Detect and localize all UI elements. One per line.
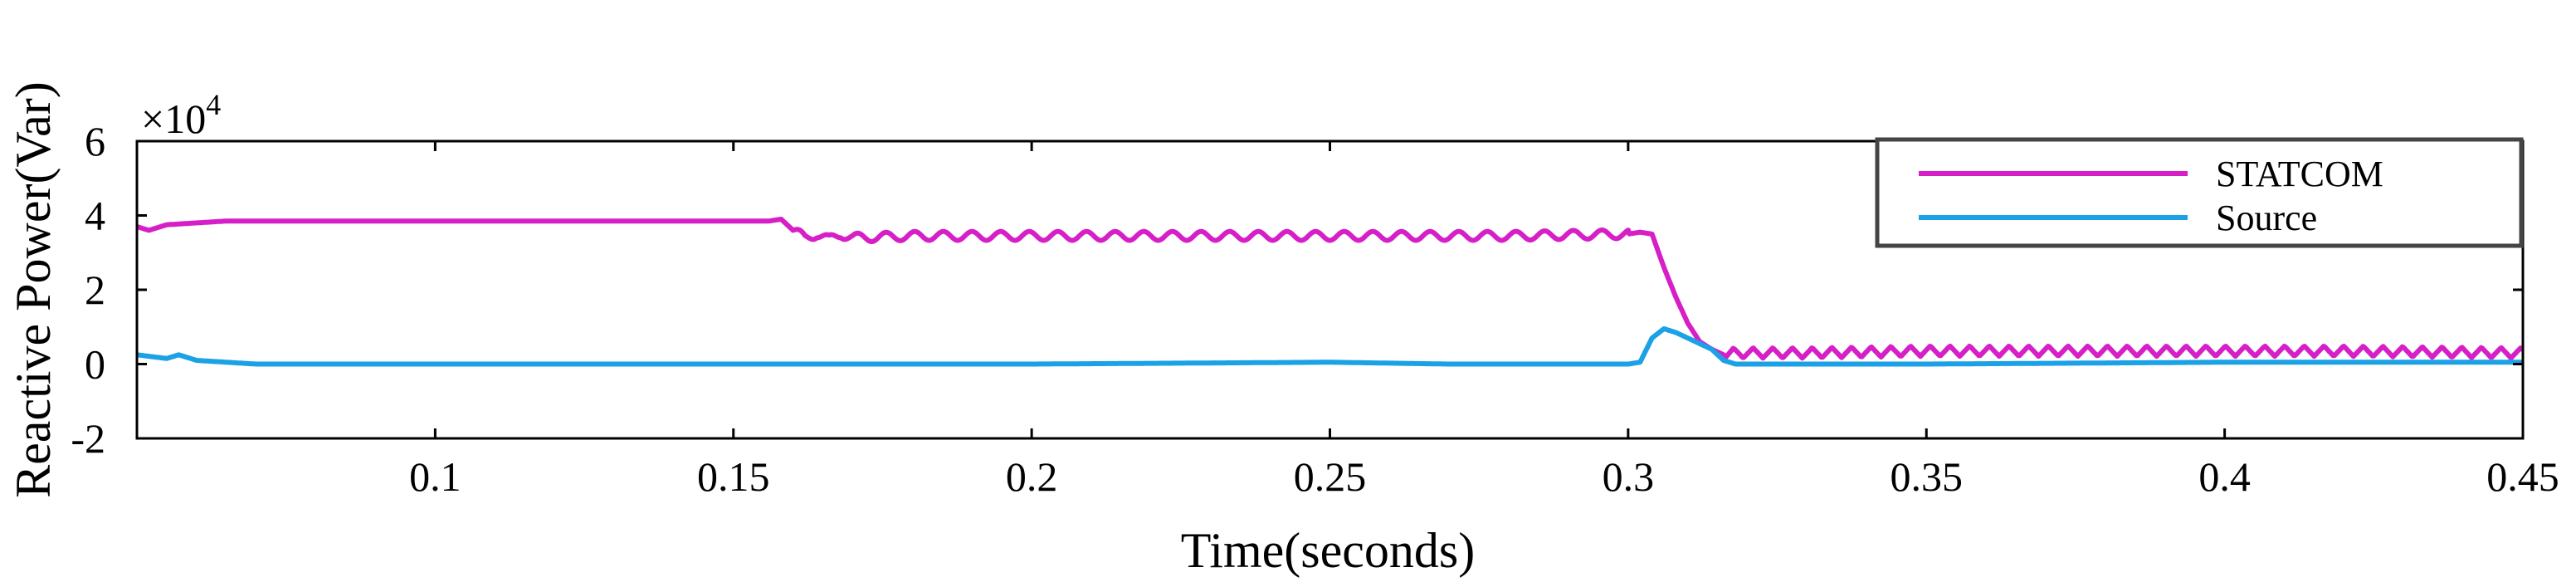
- x-tick-label: 0.3: [1603, 453, 1655, 500]
- x-tick-label: 0.4: [2198, 453, 2251, 500]
- series-line-statcom: [137, 217, 2523, 361]
- x-tick-label: 0.35: [1891, 453, 1964, 500]
- legend-label-statcom: STATCOM: [2216, 154, 2383, 194]
- legend-label-source: Source: [2216, 198, 2317, 238]
- y-tick-label: 2: [85, 267, 105, 313]
- y-tick-label: 6: [85, 118, 105, 164]
- ticks-layer: 0.1 0.15 0.2 0.25 0.3 0.35 0.4 0.45 -2 0 2 4 6: [71, 118, 2559, 500]
- x-tick-label: 0.2: [1006, 453, 1058, 500]
- y-multiplier-label: ×104: [141, 88, 221, 142]
- y-tick-label: 0: [85, 341, 105, 388]
- series-layer: [137, 217, 2523, 367]
- y-tick-label: 4: [85, 193, 105, 239]
- y-axis-title: Reactive Power(Var): [6, 81, 61, 497]
- legend: STATCOM Source: [1875, 137, 2524, 248]
- x-tick-label: 0.15: [697, 453, 770, 500]
- x-tick-label: 0.1: [409, 453, 461, 500]
- x-tick-label: 0.45: [2486, 453, 2559, 500]
- legend-box: [1875, 137, 2524, 248]
- y-tick-label: -2: [71, 415, 105, 462]
- x-tick-label: 0.25: [1294, 453, 1367, 500]
- x-axis-title: Time(seconds): [1181, 523, 1475, 578]
- series-line-source: [137, 326, 2523, 367]
- y-multiplier-exponent: 4: [206, 88, 221, 121]
